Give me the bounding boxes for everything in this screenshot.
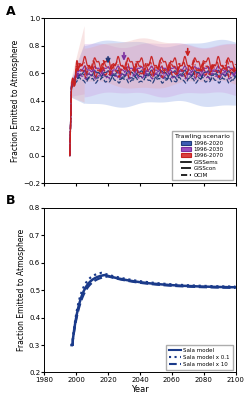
Legend: 1996-2020, 1996-2030, 1996-2070, GISSems, GISScon, OCIM: 1996-2020, 1996-2030, 1996-2070, GISSems…: [172, 132, 233, 180]
Text: A: A: [6, 5, 16, 18]
X-axis label: Year: Year: [131, 386, 149, 394]
Legend: Sala model, Sala model x 0.1, Sala model x 10: Sala model, Sala model x 0.1, Sala model…: [166, 345, 233, 370]
Y-axis label: Fraction Emitted to Atmosphere: Fraction Emitted to Atmosphere: [17, 229, 26, 351]
Text: B: B: [6, 194, 16, 208]
Y-axis label: Fraction Emitted to Atmosphere: Fraction Emitted to Atmosphere: [11, 40, 20, 162]
